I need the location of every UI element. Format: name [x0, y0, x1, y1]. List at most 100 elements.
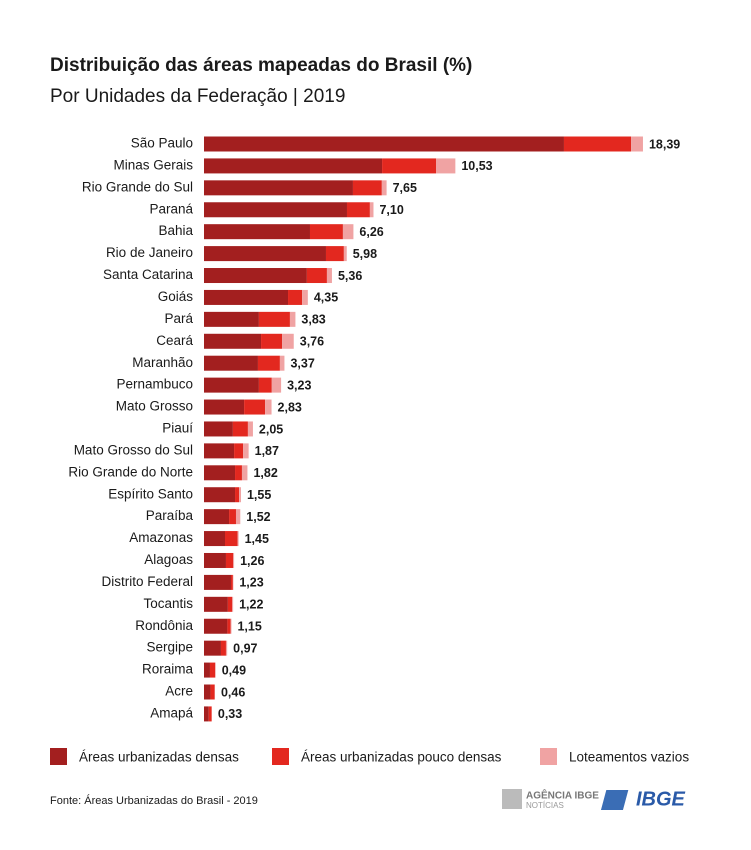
bar-segment	[247, 421, 253, 437]
total-label: 6,26	[359, 225, 383, 239]
category-label: Distrito Federal	[101, 574, 193, 589]
bar-segment	[289, 311, 296, 327]
bar-segment	[204, 574, 231, 590]
chart-subtitle: Por Unidades da Federação | 2019	[50, 86, 345, 107]
bar-segment	[235, 465, 242, 481]
total-label: 3,23	[287, 378, 311, 392]
bar-segment	[279, 355, 285, 371]
bar-segment	[325, 246, 344, 262]
total-label: 1,45	[245, 532, 269, 546]
bar-segment	[204, 618, 228, 634]
bar-segment	[204, 487, 236, 503]
bar-segment	[204, 552, 226, 568]
category-label: Amazonas	[129, 530, 193, 545]
bar-segment	[352, 180, 382, 196]
bar-segment	[220, 640, 226, 656]
bar-segment	[235, 487, 240, 503]
bar-segment	[239, 487, 241, 503]
category-label: Maranhão	[132, 355, 193, 370]
legend-label: Áreas urbanizadas pouco densas	[301, 750, 502, 765]
bar-segment	[309, 224, 343, 240]
bar-segment	[306, 268, 327, 284]
bar-segment	[204, 662, 210, 678]
legend-swatch	[50, 748, 67, 765]
bar-segment	[230, 618, 232, 634]
bar-segment	[204, 158, 383, 174]
category-label: Santa Catarina	[103, 267, 194, 282]
bar-segment	[342, 224, 354, 240]
category-label: Mato Grosso do Sul	[74, 442, 193, 457]
category-label: Sergipe	[146, 640, 193, 655]
bar-segment	[204, 421, 233, 437]
bar-segment	[369, 202, 374, 218]
category-label: Tocantis	[143, 596, 193, 611]
bar-segment	[382, 158, 437, 174]
category-label: Roraima	[142, 662, 194, 677]
bar-segment	[208, 706, 212, 722]
bar-segment	[346, 202, 370, 218]
bar-segment	[265, 399, 272, 415]
category-label: Goiás	[158, 289, 194, 304]
total-label: 7,65	[393, 181, 417, 195]
total-label: 7,10	[379, 203, 403, 217]
total-label: 1,52	[246, 510, 270, 524]
total-label: 1,22	[239, 598, 263, 612]
bar-segment	[204, 443, 235, 459]
total-label: 0,46	[221, 685, 245, 699]
total-label: 1,55	[247, 488, 271, 502]
total-label: 1,23	[239, 576, 263, 590]
bar-segment	[204, 531, 226, 547]
total-label: 3,37	[290, 356, 314, 370]
bar-segment	[204, 640, 221, 656]
bar-segment	[229, 509, 236, 525]
bar-segment	[204, 311, 259, 327]
category-label: Pará	[164, 311, 193, 326]
category-label: Paraná	[149, 201, 193, 216]
total-label: 3,83	[301, 313, 325, 327]
bar-segment	[204, 509, 230, 525]
bar-segment	[241, 465, 248, 481]
bar-segment	[204, 224, 310, 240]
category-label: Piauí	[162, 421, 193, 436]
category-label: Paraíba	[146, 508, 194, 523]
bar-segment	[227, 596, 233, 612]
bar-segment	[204, 202, 347, 218]
total-label: 5,36	[338, 269, 362, 283]
bar-segment	[381, 180, 387, 196]
bar-segment	[232, 421, 248, 437]
legend-swatch	[540, 748, 557, 765]
total-label: 0,33	[218, 707, 242, 721]
bar-segment	[436, 158, 456, 174]
total-label: 2,83	[278, 400, 302, 414]
total-label: 4,35	[314, 291, 338, 305]
bar-segment	[204, 377, 259, 393]
total-label: 1,82	[253, 466, 277, 480]
category-label: Ceará	[156, 333, 193, 348]
bar-segment	[237, 531, 239, 547]
category-label: Minas Gerais	[113, 157, 193, 172]
bar-segment	[210, 684, 215, 700]
bar-segment	[204, 333, 262, 349]
chart-title: Distribuição das áreas mapeadas do Brasi…	[50, 55, 472, 76]
category-label: Alagoas	[144, 552, 193, 567]
bar-segment	[204, 136, 564, 152]
category-label: Rio Grande do Sul	[82, 179, 193, 194]
total-label: 10,53	[461, 159, 492, 173]
total-label: 18,39	[649, 137, 680, 151]
bar-segment	[204, 684, 211, 700]
category-label: Rondônia	[135, 618, 193, 633]
bar-segment	[243, 443, 249, 459]
bar-segment	[209, 662, 216, 678]
total-label: 2,05	[259, 422, 283, 436]
ibge-logo: IBGE	[636, 788, 686, 810]
bar-segment	[234, 443, 244, 459]
bar-segment	[258, 311, 290, 327]
bar-segment	[271, 377, 282, 393]
bar-segment	[261, 333, 283, 349]
ibge-icon	[600, 790, 629, 810]
bar-segment	[225, 531, 238, 547]
bar-segment	[233, 552, 235, 568]
bar-segment	[326, 268, 332, 284]
